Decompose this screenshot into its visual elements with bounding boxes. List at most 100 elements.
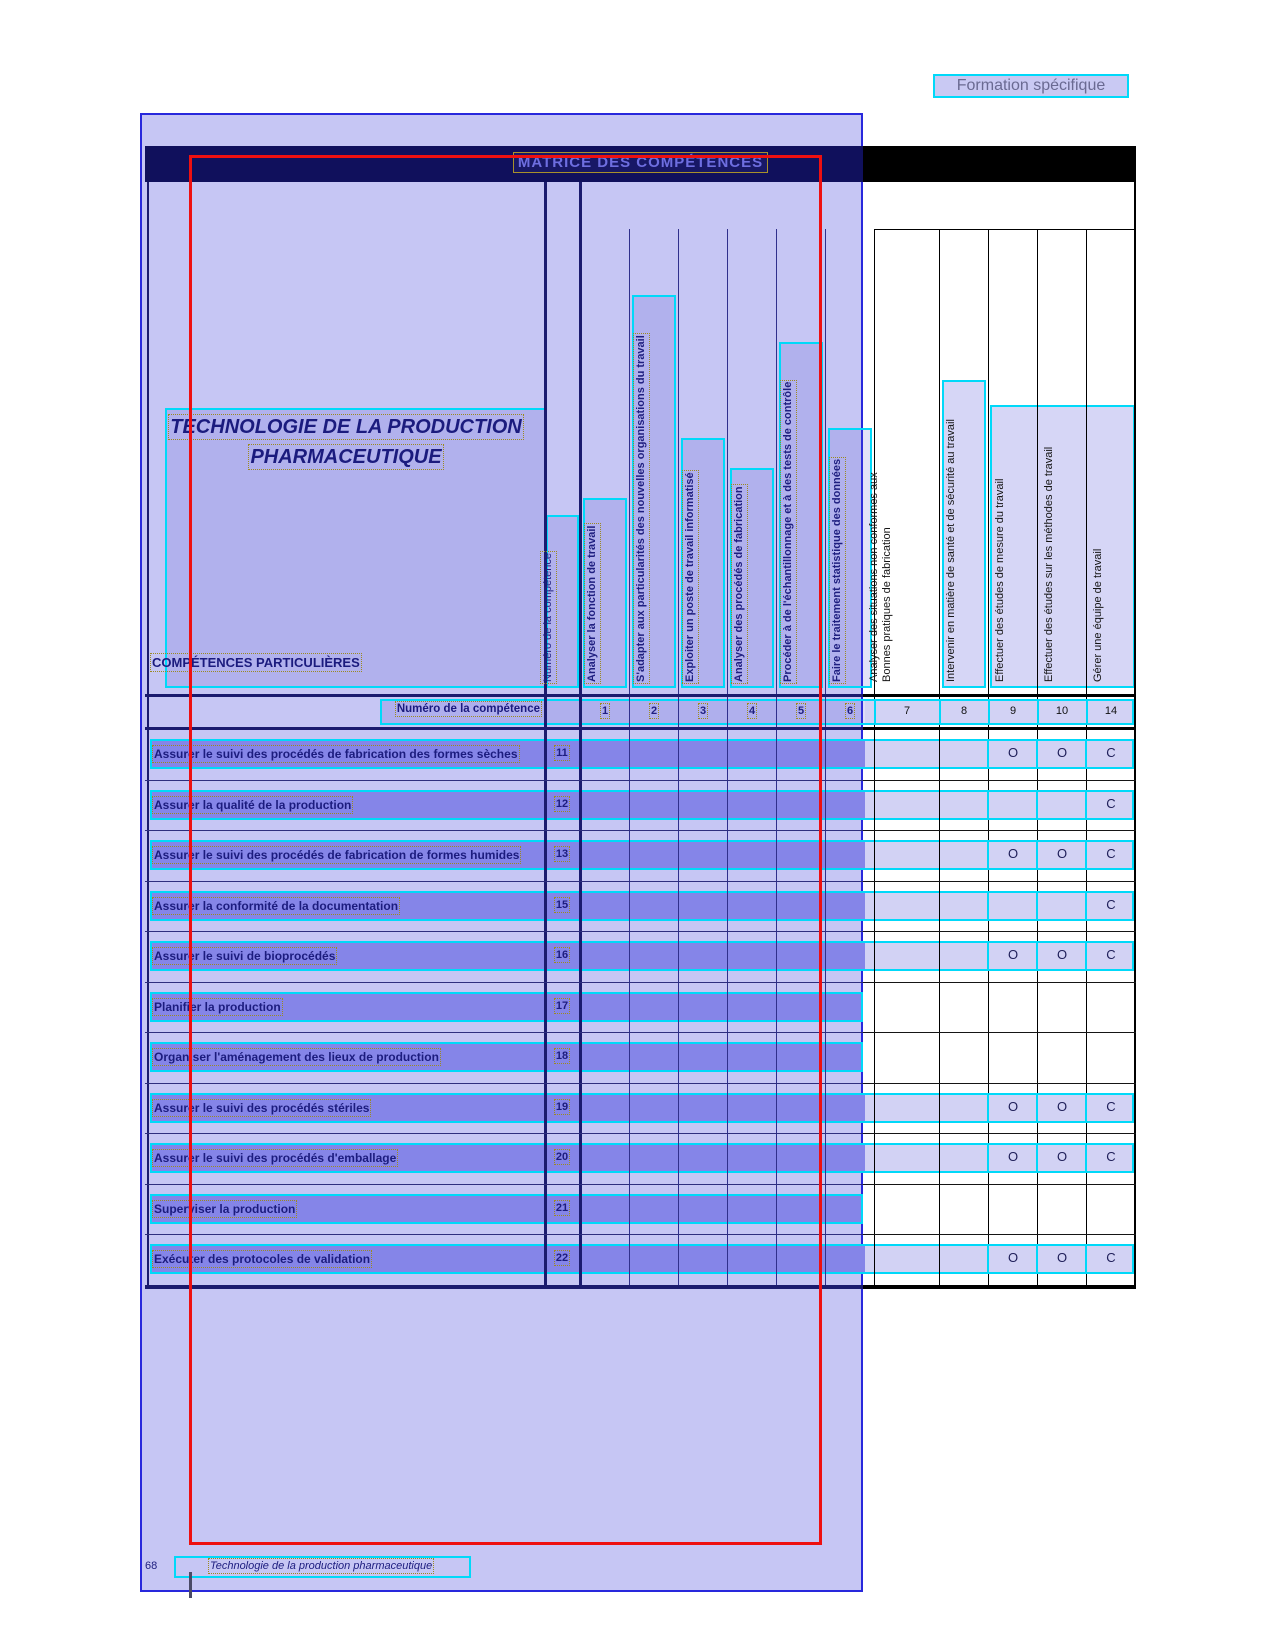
cyan-cell-border	[1085, 790, 1087, 820]
grid-line	[145, 881, 1136, 882]
left-column-header: COMPÉTENCES PARTICULIÈRES	[150, 653, 362, 672]
grid-line	[145, 1285, 1136, 1289]
mark-cell: C	[1106, 745, 1116, 760]
cyan-cell-border	[988, 699, 990, 725]
competency-number-8: 8	[960, 705, 968, 717]
row-number: 13	[553, 846, 571, 862]
ocr-highlight-box	[632, 295, 676, 688]
row-number: 21	[553, 1200, 571, 1216]
grid-line	[825, 229, 826, 1285]
cyan-cell-border	[987, 840, 989, 870]
mark-cell: O	[1056, 846, 1068, 861]
table-row-band	[150, 992, 863, 1022]
cyan-cell-border	[939, 699, 941, 725]
cyan-cell-border	[1036, 739, 1038, 769]
cyan-cell-border	[1036, 790, 1038, 820]
ocr-highlight-box	[779, 342, 823, 688]
row-label: Exécuter des protocoles de validation	[151, 1250, 373, 1268]
table-row-band	[150, 941, 1134, 971]
row-label: Assurer le suivi des procédés de fabrica…	[151, 846, 522, 864]
row-number: 22	[553, 1250, 571, 1266]
row-label: Assurer le suivi des procédés d'emballag…	[151, 1149, 399, 1167]
cyan-cell-border	[1036, 1244, 1038, 1274]
formation-label: Formation spécifique	[933, 74, 1129, 98]
table-row-band	[150, 1093, 1134, 1123]
competency-number-1: 1	[599, 703, 611, 719]
grid-line	[678, 229, 679, 1285]
cyan-cell-border	[987, 1093, 989, 1123]
ocr-highlight-box	[546, 515, 579, 688]
cyan-cell-border	[987, 739, 989, 769]
table-row-band	[150, 1244, 1134, 1274]
grid-line	[145, 1133, 1136, 1134]
cyan-cell-border	[987, 891, 989, 921]
footer-page-number: 68	[145, 1560, 158, 1572]
cyan-cell-border	[1037, 699, 1039, 725]
mark-cell: C	[1106, 796, 1116, 811]
mark-cell: O	[1007, 947, 1019, 962]
cyan-cell-border	[1085, 1093, 1087, 1123]
row-label: Assurer la qualité de la production	[151, 796, 354, 814]
competency-number-2: 2	[648, 703, 660, 719]
cyan-cell-border	[1085, 1244, 1087, 1274]
grid-line	[776, 229, 777, 1285]
cyan-cell-border	[987, 1143, 989, 1173]
competency-number-3: 3	[697, 703, 709, 719]
number-row-band	[380, 699, 1134, 725]
cyan-cell-border	[1085, 941, 1087, 971]
program-title-line1: TECHNOLOGIE DE LA PRODUCTION	[168, 414, 524, 440]
ocr-highlight-box	[583, 498, 627, 688]
row-number: 12	[553, 796, 571, 812]
ocr-highlight-box	[730, 468, 774, 688]
competency-number-10: 10	[1055, 705, 1069, 717]
mark-cell: O	[1007, 745, 1019, 760]
row-number: 11	[554, 745, 570, 761]
mark-cell: C	[1106, 947, 1116, 962]
grid-line	[544, 182, 547, 1285]
grid-line	[145, 1083, 1136, 1084]
mark-cell: O	[1056, 947, 1068, 962]
grid-line	[579, 182, 582, 1285]
grid-line	[145, 780, 1136, 781]
ocr-highlight-box	[828, 428, 872, 688]
grid-line	[145, 931, 1136, 932]
grid-line	[145, 830, 1136, 831]
cyan-cell-border	[1036, 891, 1038, 921]
row-number: 18	[553, 1048, 571, 1064]
row-label: Assurer le suivi de bioprocédés	[151, 947, 338, 965]
mark-cell: O	[1007, 1250, 1019, 1265]
grid-line	[874, 229, 1136, 230]
competency-number-6: 6	[844, 703, 856, 719]
cyan-cell-border	[1086, 699, 1088, 725]
text-cursor[interactable]	[189, 1572, 192, 1598]
row-label: Assurer le suivi des procédés de fabrica…	[152, 745, 520, 763]
grid-line	[874, 229, 875, 1285]
cyan-cell-border	[1036, 1143, 1038, 1173]
cyan-cell-border	[987, 1244, 989, 1274]
competency-number-14: 14	[1104, 705, 1118, 717]
mark-cell: O	[1056, 1250, 1068, 1265]
cyan-cell-border	[1085, 1143, 1087, 1173]
table-row-band	[150, 840, 1134, 870]
row-label: Assurer la conformité de la documentatio…	[151, 897, 401, 915]
grid-line	[145, 982, 1136, 983]
red-annotation-rect	[189, 155, 822, 1545]
mark-cell: C	[1106, 846, 1116, 861]
ocr-highlight-box	[174, 1556, 471, 1578]
row-number: 19	[553, 1099, 571, 1115]
grid-line	[145, 1032, 1136, 1033]
table-row-band	[150, 1194, 863, 1224]
mark-cell: O	[1007, 1099, 1019, 1114]
competency-number-9: 9	[1009, 705, 1017, 717]
ocr-highlight-box	[681, 438, 725, 688]
table-row-band	[150, 739, 1134, 769]
row-label: Assurer le suivi des procédés stériles	[151, 1099, 372, 1117]
table-row-band	[150, 891, 1134, 921]
ocr-highlight-box	[942, 380, 986, 688]
grid-line	[147, 182, 149, 1285]
cyan-cell-border	[1085, 891, 1087, 921]
competency-number-4: 4	[746, 703, 758, 719]
mark-cell: O	[1056, 745, 1068, 760]
table-title-bar: MATRICE DES COMPÉTENCES	[145, 146, 1136, 182]
